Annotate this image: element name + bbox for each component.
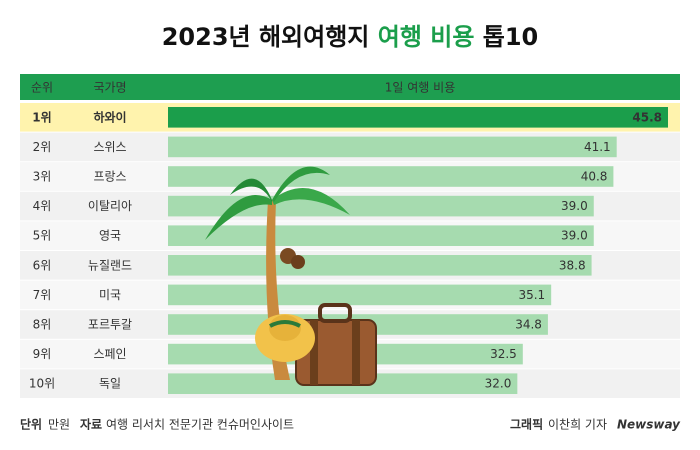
value-label: 32.0 — [485, 377, 512, 391]
source-label: 자료 — [80, 417, 102, 432]
category-label: 이탈리아 — [88, 199, 132, 213]
value-label: 40.8 — [581, 170, 608, 184]
rank-label: 6위 — [33, 258, 52, 272]
value-label: 39.0 — [561, 199, 588, 213]
source: 여행 리서치 전문기관 컨슈머인사이트 — [106, 417, 294, 432]
rank-label: 2위 — [33, 140, 52, 154]
value-label: 41.1 — [584, 140, 611, 154]
header-label: 국가명 — [93, 81, 126, 95]
rank-label: 1위 — [32, 110, 51, 124]
illustration — [205, 166, 377, 386]
bar — [168, 225, 594, 246]
value-label: 39.0 — [561, 229, 588, 243]
rank-label: 8위 — [33, 318, 52, 332]
rank-label: 5위 — [33, 229, 52, 243]
rank-label: 4위 — [33, 199, 52, 213]
rank-label: 7위 — [33, 288, 52, 302]
value-label: 35.1 — [518, 288, 545, 302]
bar — [168, 166, 614, 187]
rank-label: 3위 — [33, 170, 52, 184]
category-label: 포르투갈 — [88, 318, 132, 332]
header-label: 순위 — [31, 81, 53, 95]
value-label: 34.8 — [515, 318, 542, 332]
brand: Newsway — [617, 418, 681, 432]
category-label: 독일 — [99, 377, 121, 391]
rank-label: 9위 — [33, 347, 52, 361]
header-label: 1일 여행 비용 — [385, 80, 455, 95]
category-label: 영국 — [99, 229, 121, 243]
category-label: 스위스 — [93, 140, 126, 154]
category-label: 스페인 — [93, 347, 126, 361]
category-label: 프랑스 — [93, 170, 126, 184]
credit-label: 그래픽 — [510, 417, 543, 432]
unit-label: 단위 — [20, 417, 42, 432]
bar — [168, 136, 617, 158]
bar — [168, 284, 552, 306]
header-bg — [20, 74, 680, 100]
unit: 만원 — [48, 418, 70, 432]
credit: 이찬희 기자 — [548, 417, 607, 432]
value-label: 32.5 — [490, 347, 517, 361]
category-label: 미국 — [99, 288, 121, 302]
value-label: 38.8 — [559, 258, 586, 272]
category-label: 하와이 — [93, 109, 126, 124]
chart-title: 2023년 해외여행지 여행 비용 톱10 — [162, 23, 539, 51]
category-label: 뉴질랜드 — [88, 258, 132, 272]
bar — [168, 107, 668, 128]
bar — [168, 255, 592, 276]
rank-label: 10위 — [29, 377, 55, 391]
value-label: 45.8 — [632, 110, 662, 124]
